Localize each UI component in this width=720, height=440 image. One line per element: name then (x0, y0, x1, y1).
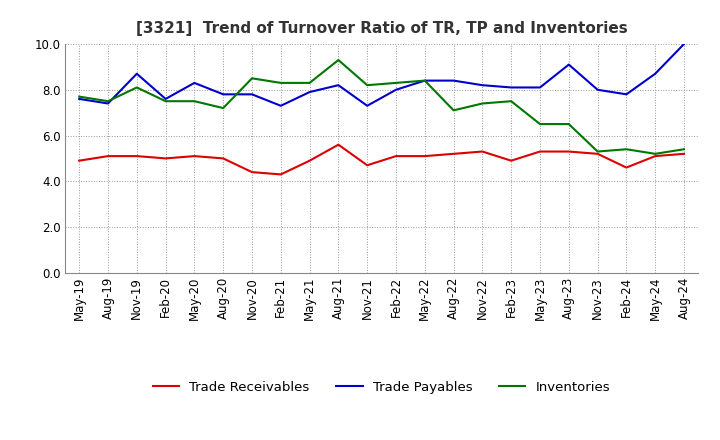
Inventories (622, 147, 631, 152)
Inventories (334, 57, 343, 62)
Trade Payables (651, 71, 660, 77)
Trade Payables (392, 87, 400, 92)
Trade Receivables (507, 158, 516, 163)
Trade Payables (593, 87, 602, 92)
Inventories (305, 80, 314, 85)
Trade Payables (449, 78, 458, 83)
Trade Receivables (651, 154, 660, 159)
Trade Receivables (449, 151, 458, 157)
Trade Receivables (564, 149, 573, 154)
Trade Payables (104, 101, 112, 106)
Trade Receivables (392, 154, 400, 159)
Trade Receivables (276, 172, 285, 177)
Inventories (219, 106, 228, 111)
Trade Receivables (190, 154, 199, 159)
Inventories (593, 149, 602, 154)
Trade Receivables (536, 149, 544, 154)
Trade Payables (622, 92, 631, 97)
Trade Receivables (132, 154, 141, 159)
Trade Receivables (622, 165, 631, 170)
Trade Receivables (104, 154, 112, 159)
Trade Receivables (420, 154, 429, 159)
Trade Receivables (75, 158, 84, 163)
Trade Payables (190, 80, 199, 85)
Inventories (161, 99, 170, 104)
Inventories (651, 151, 660, 157)
Inventories (190, 99, 199, 104)
Trade Receivables (363, 163, 372, 168)
Inventories (680, 147, 688, 152)
Inventories (248, 76, 256, 81)
Line: Trade Payables: Trade Payables (79, 44, 684, 106)
Line: Trade Receivables: Trade Receivables (79, 145, 684, 174)
Trade Payables (305, 89, 314, 95)
Trade Receivables (478, 149, 487, 154)
Inventories (507, 99, 516, 104)
Trade Payables (536, 85, 544, 90)
Trade Receivables (248, 169, 256, 175)
Trade Receivables (305, 158, 314, 163)
Title: [3321]  Trend of Turnover Ratio of TR, TP and Inventories: [3321] Trend of Turnover Ratio of TR, TP… (136, 21, 627, 36)
Trade Payables (219, 92, 228, 97)
Trade Payables (334, 83, 343, 88)
Inventories (363, 83, 372, 88)
Inventories (478, 101, 487, 106)
Inventories (536, 121, 544, 127)
Trade Payables (478, 83, 487, 88)
Trade Receivables (161, 156, 170, 161)
Trade Payables (420, 78, 429, 83)
Trade Receivables (219, 156, 228, 161)
Trade Payables (75, 96, 84, 102)
Trade Payables (680, 41, 688, 47)
Trade Receivables (593, 151, 602, 157)
Inventories (392, 80, 400, 85)
Trade Payables (276, 103, 285, 108)
Trade Payables (507, 85, 516, 90)
Trade Payables (132, 71, 141, 77)
Inventories (276, 80, 285, 85)
Inventories (564, 121, 573, 127)
Legend: Trade Receivables, Trade Payables, Inventories: Trade Receivables, Trade Payables, Inven… (148, 375, 616, 399)
Line: Inventories: Inventories (79, 60, 684, 154)
Inventories (132, 85, 141, 90)
Inventories (449, 108, 458, 113)
Inventories (104, 99, 112, 104)
Trade Payables (248, 92, 256, 97)
Trade Receivables (334, 142, 343, 147)
Inventories (420, 78, 429, 83)
Trade Payables (363, 103, 372, 108)
Inventories (75, 94, 84, 99)
Trade Payables (161, 96, 170, 102)
Trade Payables (564, 62, 573, 67)
Trade Receivables (680, 151, 688, 157)
